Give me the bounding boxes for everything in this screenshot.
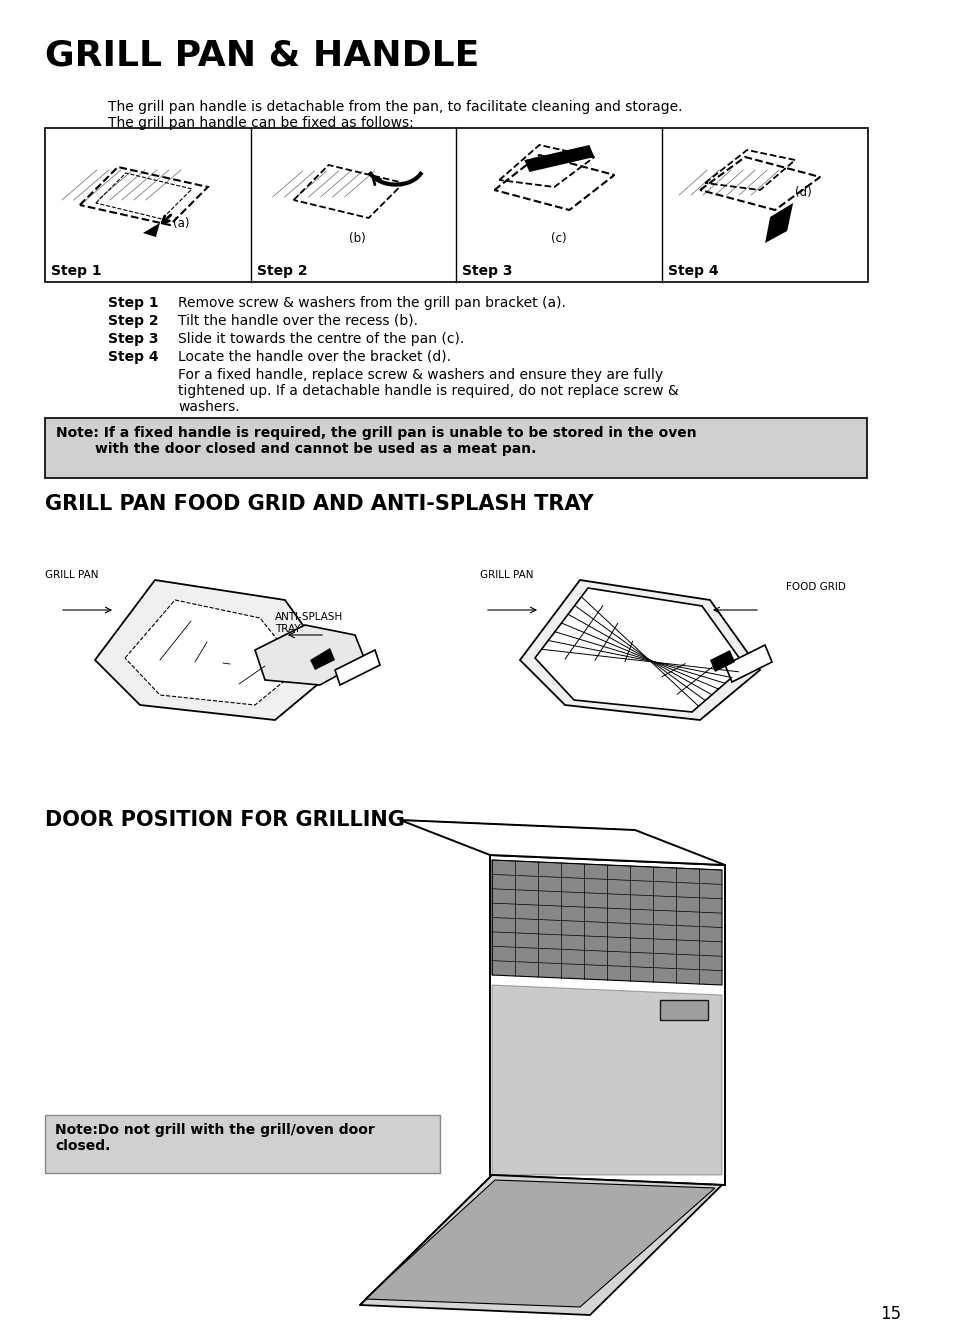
Polygon shape <box>492 985 721 1176</box>
Text: GRILL PAN & HANDLE: GRILL PAN & HANDLE <box>45 38 478 72</box>
Text: Tilt the handle over the recess (b).: Tilt the handle over the recess (b). <box>178 314 417 327</box>
Text: The grill pan handle is detachable from the pan, to facilitate cleaning and stor: The grill pan handle is detachable from … <box>108 101 681 130</box>
Bar <box>659 1000 707 1020</box>
Text: Note:Do not grill with the grill/oven door
closed.: Note:Do not grill with the grill/oven do… <box>55 1123 375 1153</box>
Text: Step 1: Step 1 <box>108 297 158 310</box>
Polygon shape <box>492 860 721 985</box>
Text: Step 3: Step 3 <box>462 264 513 278</box>
Text: Step 4: Step 4 <box>108 350 158 364</box>
Text: Step 3: Step 3 <box>108 331 158 346</box>
Polygon shape <box>490 855 724 1185</box>
Polygon shape <box>254 625 365 684</box>
Text: GRILL PAN FOOD GRID AND ANTI-SPLASH TRAY: GRILL PAN FOOD GRID AND ANTI-SPLASH TRAY <box>45 494 593 514</box>
Bar <box>45 417 866 478</box>
Text: (a): (a) <box>172 217 190 229</box>
Text: (c): (c) <box>551 232 566 246</box>
Polygon shape <box>95 580 335 721</box>
Text: Step 1: Step 1 <box>51 264 102 278</box>
Text: Step 2: Step 2 <box>256 264 307 278</box>
Text: GRILL PAN: GRILL PAN <box>479 570 533 580</box>
Bar <box>45 1115 439 1173</box>
Polygon shape <box>143 223 160 238</box>
Text: FOOD GRID: FOOD GRID <box>785 582 845 592</box>
Circle shape <box>608 939 640 972</box>
Polygon shape <box>519 580 760 721</box>
Text: Locate the handle over the bracket (d).: Locate the handle over the bracket (d). <box>178 350 451 364</box>
Text: GRILL PAN: GRILL PAN <box>45 570 98 580</box>
Text: Slide it towards the centre of the pan (c).: Slide it towards the centre of the pan (… <box>178 331 464 346</box>
Polygon shape <box>359 1176 721 1315</box>
Text: Remove screw & washers from the grill pan bracket (a).: Remove screw & washers from the grill pa… <box>178 297 565 310</box>
Polygon shape <box>125 600 299 705</box>
Bar <box>45 127 867 282</box>
Polygon shape <box>535 588 744 713</box>
Text: Step 4: Step 4 <box>667 264 719 278</box>
Polygon shape <box>724 646 771 682</box>
Polygon shape <box>365 1180 714 1307</box>
Text: Step 2: Step 2 <box>108 314 158 327</box>
Text: ANTI-SPLASH
TRAY: ANTI-SPLASH TRAY <box>274 612 343 633</box>
Polygon shape <box>764 203 792 243</box>
Polygon shape <box>399 820 724 866</box>
Polygon shape <box>709 650 734 672</box>
Polygon shape <box>335 650 379 684</box>
Text: DOOR POSITION FOR GRILLING: DOOR POSITION FOR GRILLING <box>45 811 404 829</box>
Text: 15: 15 <box>879 1304 901 1323</box>
Polygon shape <box>524 145 594 172</box>
Text: Note: If a fixed handle is required, the grill pan is unable to be stored in the: Note: If a fixed handle is required, the… <box>56 425 696 456</box>
Polygon shape <box>310 648 335 670</box>
Text: (b): (b) <box>348 232 365 246</box>
Text: (d): (d) <box>794 187 811 199</box>
Circle shape <box>606 892 642 929</box>
Text: For a fixed handle, replace screw & washers and ensure they are fully
tightened : For a fixed handle, replace screw & wash… <box>178 368 678 415</box>
